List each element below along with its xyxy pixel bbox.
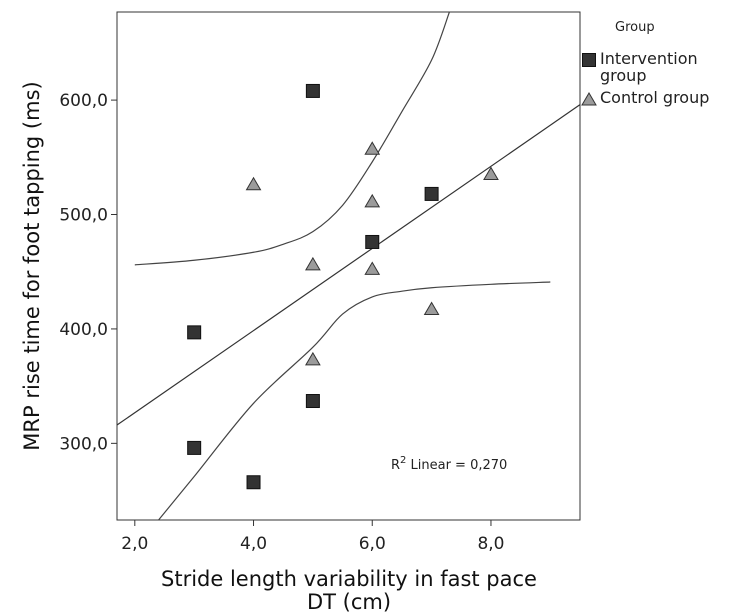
triangle-marker-icon — [581, 92, 597, 106]
x-tick-label: 6,0 — [359, 534, 386, 554]
x-tick-label: 8,0 — [477, 534, 504, 554]
point-control — [364, 141, 381, 155]
legend-item-intervention: Intervention group — [581, 50, 730, 84]
y-tick-label: 500,0 — [59, 206, 108, 226]
r-squared-r: R — [391, 458, 400, 473]
r-squared-annotation: R2 Linear = 0,270 — [391, 455, 507, 473]
point-control — [483, 166, 499, 180]
point-intervention — [187, 440, 202, 455]
y-tick-label: 400,0 — [59, 320, 108, 340]
point-intervention — [187, 325, 202, 340]
point-control — [305, 256, 321, 271]
point-intervention — [424, 186, 439, 201]
fit-line — [117, 104, 580, 426]
x-axis: 2,0 4,0 6,0 8,0 — [121, 520, 504, 554]
fit-line-group — [117, 104, 580, 426]
y-tick-label: 600,0 — [59, 91, 108, 111]
legend-label-intervention: Intervention group — [600, 49, 698, 85]
data-points — [187, 83, 499, 490]
legend-label-control: Control group — [600, 88, 710, 107]
square-marker-icon — [582, 53, 596, 67]
legend-item-control: Control group — [581, 89, 730, 107]
confidence-lower-curve — [158, 281, 551, 520]
x-tick-label: 2,0 — [121, 534, 148, 554]
x-tick-label: 4,0 — [240, 534, 267, 554]
r-squared-value: Linear = 0,270 — [406, 458, 507, 473]
confidence-upper-curve — [134, 12, 450, 266]
point-control — [364, 193, 381, 208]
x-axis-label-line-1: Stride length variability in fast pace — [161, 567, 537, 591]
point-control — [245, 176, 262, 191]
point-intervention — [246, 475, 261, 490]
y-tick-label: 300,0 — [59, 434, 108, 454]
plot-area — [116, 11, 581, 521]
point-intervention — [305, 83, 320, 98]
y-axis-label: MRP rise time for foot tapping (ms) — [20, 81, 44, 450]
point-intervention — [305, 394, 320, 409]
legend-title: Group — [615, 20, 655, 35]
r-squared-sup: 2 — [400, 455, 406, 466]
confidence-band — [134, 12, 551, 520]
x-axis-label-line-2: DT (cm) — [307, 590, 391, 614]
point-intervention — [365, 234, 380, 249]
y-axis: 300,0 400,0 500,0 600,0 — [59, 91, 117, 454]
point-control — [305, 351, 321, 366]
point-control — [423, 301, 440, 315]
point-control — [364, 261, 381, 275]
